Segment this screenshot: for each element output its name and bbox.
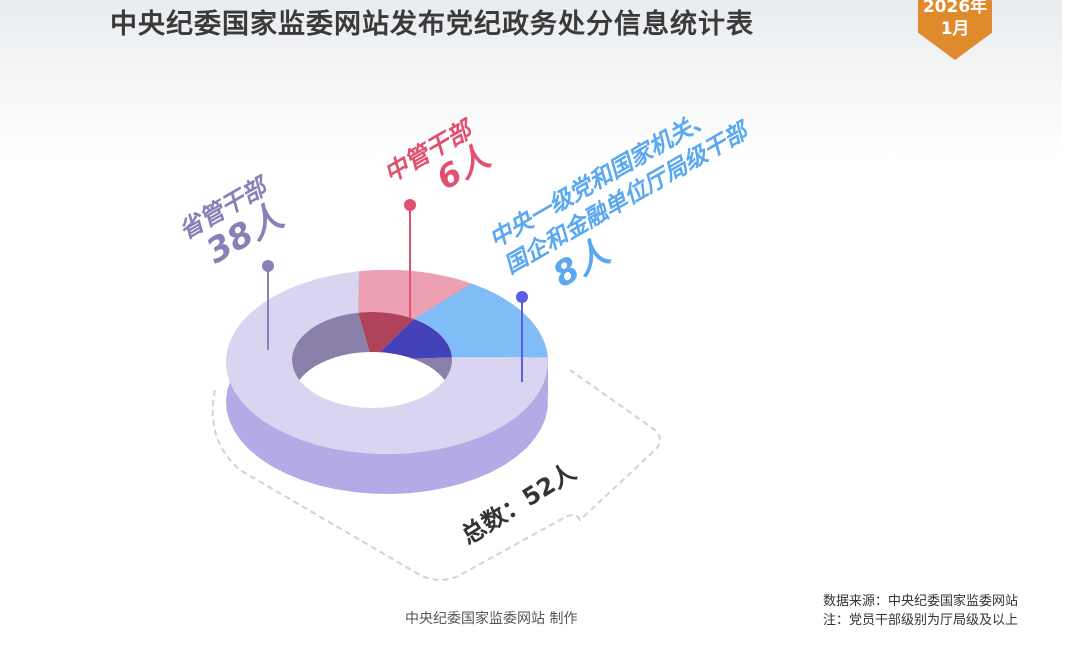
donut-hole — [292, 352, 452, 408]
total-bracket — [211, 369, 661, 581]
badge-year: 2026年 — [922, 0, 988, 17]
slice-top-0 — [358, 270, 472, 320]
data-source: 数据来源：中央纪委国家监委网站 — [823, 594, 1019, 609]
source-note: 数据来源：中央纪委国家监委网站 注：党员干部级别为厅局级及以上 — [823, 592, 1018, 630]
slice-top-1 — [413, 283, 548, 358]
badge-month: 1月 — [940, 19, 970, 39]
pin-provincial — [262, 260, 274, 272]
label-org-name-2: 国企和金融单位厅局级干部 — [500, 116, 756, 279]
page-title: 中央纪委国家监委网站发布党纪政务处分信息统计表 — [110, 9, 754, 40]
pin-org — [516, 291, 528, 303]
slice-inner-1 — [372, 319, 452, 360]
footnote: 注：党员干部级别为厅局级及以上 — [823, 613, 1019, 628]
credit: 中央纪委国家监委网站 制作 — [405, 611, 578, 627]
header-background — [0, 0, 1062, 160]
slice-top-2 — [226, 271, 548, 454]
pin-central — [404, 199, 416, 211]
slice-inner-0 — [358, 312, 414, 360]
